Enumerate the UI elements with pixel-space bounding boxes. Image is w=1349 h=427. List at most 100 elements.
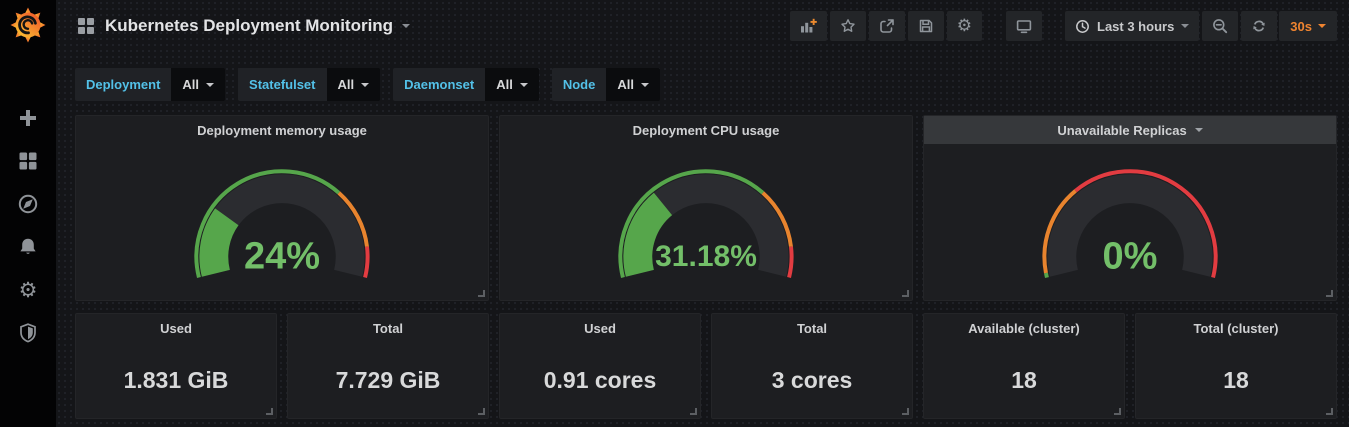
stat-value: 3 cores — [771, 366, 853, 393]
bell-icon — [20, 238, 36, 254]
plus-icon — [20, 110, 36, 126]
resize-handle[interactable] — [478, 408, 485, 415]
panel-header[interactable]: Total (cluster) — [1136, 314, 1336, 342]
variable-daemonset: Daemonset All — [393, 68, 539, 101]
toolbar: ⚙ Last 3 hours — [789, 11, 1337, 41]
dashboard-title-dropdown[interactable]: Kubernetes Deployment Monitoring — [105, 16, 411, 36]
variables-row: Deployment All Statefulset All Daemonset… — [56, 52, 1349, 101]
variable-statefulset: Statefulset All — [238, 68, 381, 101]
refresh-button[interactable] — [1241, 11, 1278, 41]
refresh-icon — [1253, 20, 1265, 32]
settings-button[interactable]: ⚙ — [946, 11, 982, 41]
resize-handle[interactable] — [1326, 290, 1333, 297]
resize-handle[interactable] — [690, 408, 697, 415]
add-panel-icon — [800, 18, 817, 33]
shield-icon — [20, 323, 36, 343]
variable-value-dropdown[interactable]: All — [606, 68, 660, 101]
variable-label: Statefulset — [238, 68, 327, 101]
resize-handle[interactable] — [902, 290, 909, 297]
panel-deployment-memory-usage: Deployment memory usage 24% — [75, 115, 489, 301]
share-icon — [879, 19, 894, 33]
clock-icon — [1076, 19, 1089, 33]
dashboard-grid-icon — [77, 17, 95, 35]
refresh-interval-dropdown[interactable]: 30s — [1279, 11, 1337, 41]
compass-icon — [18, 194, 38, 214]
stat-value: 0.91 cores — [543, 366, 657, 393]
share-button[interactable] — [868, 11, 905, 41]
monitor-icon — [1016, 20, 1032, 34]
refresh-interval-label: 30s — [1290, 18, 1312, 34]
variable-deployment: Deployment All — [75, 68, 226, 101]
panel-stat-replicas-total: Total (cluster) 18 — [1135, 313, 1337, 419]
gauge-chart — [194, 169, 370, 279]
grafana-logo[interactable] — [9, 6, 47, 49]
panel-header[interactable]: Deployment CPU usage — [500, 116, 912, 144]
panel-header-menu[interactable]: Unavailable Replicas — [924, 116, 1336, 144]
sidebar-item-configuration[interactable]: ⚙ — [17, 279, 39, 301]
add-panel-button[interactable] — [789, 11, 827, 41]
zoom-out-button[interactable] — [1202, 11, 1239, 41]
gear-icon: ⚙ — [18, 277, 38, 302]
grid-icon — [19, 152, 37, 170]
sidebar-item-dashboards[interactable] — [17, 150, 39, 172]
main-area: Kubernetes Deployment Monitoring — [56, 0, 1349, 427]
save-button[interactable] — [907, 11, 944, 41]
resize-handle[interactable] — [266, 408, 273, 415]
sidebar-item-create[interactable] — [17, 107, 39, 129]
panel-header[interactable]: Used — [500, 314, 700, 342]
stat-value: 18 — [1223, 366, 1249, 393]
panel-unavailable-replicas: Unavailable Replicas 0% — [923, 115, 1337, 301]
resize-handle[interactable] — [902, 408, 909, 415]
sidebar-item-explore[interactable] — [17, 193, 39, 215]
sidebar-nav: ⚙ — [17, 107, 39, 344]
gauge-container: 0% — [924, 144, 1336, 300]
grafana-flame-icon — [10, 7, 46, 43]
variable-label: Deployment — [75, 68, 172, 101]
time-range-picker[interactable]: Last 3 hours — [1065, 11, 1200, 41]
panel-stat-replicas-available: Available (cluster) 18 — [923, 313, 1125, 419]
zoom-out-icon — [1213, 19, 1228, 34]
panel-header[interactable]: Available (cluster) — [924, 314, 1124, 342]
chevron-down-icon — [1181, 24, 1190, 28]
variable-value-dropdown[interactable]: All — [326, 68, 381, 101]
panel-title: Used — [584, 320, 616, 336]
resize-handle[interactable] — [1114, 408, 1121, 415]
stat-value: 18 — [1011, 366, 1037, 393]
sidebar-item-alerting[interactable] — [17, 236, 39, 258]
variable-value-dropdown[interactable]: All — [171, 68, 226, 101]
variable-node: Node All — [551, 68, 660, 101]
variable-value-dropdown[interactable]: All — [485, 68, 539, 101]
panel-stat-cpu-used: Used 0.91 cores — [499, 313, 701, 419]
panel-stat-memory-total: Total 7.729 GiB — [287, 313, 489, 419]
panel-title: Available (cluster) — [968, 320, 1080, 336]
sidebar-item-server-admin[interactable] — [17, 322, 39, 344]
panel-deployment-cpu-usage: Deployment CPU usage 31.18% — [499, 115, 913, 301]
save-icon — [919, 19, 932, 33]
panel-menu-caret-icon — [1194, 128, 1203, 132]
dashboard-grid: Deployment memory usage 24% Deployment C… — [56, 101, 1349, 419]
gauge-chart — [1042, 169, 1218, 279]
gauge-container: 24% — [76, 144, 488, 300]
gauge-chart — [618, 169, 794, 279]
resize-handle[interactable] — [478, 290, 485, 297]
navbar: Kubernetes Deployment Monitoring — [56, 0, 1349, 52]
chevron-down-icon — [402, 24, 411, 28]
panel-stat-cpu-total: Total 3 cores — [711, 313, 913, 419]
panel-header[interactable]: Deployment memory usage — [76, 116, 488, 144]
resize-handle[interactable] — [1326, 408, 1333, 415]
cycle-view-button[interactable] — [1006, 11, 1042, 41]
refresh-group: 30s — [1241, 11, 1337, 41]
chevron-down-icon — [206, 82, 215, 87]
stat-row: Used 1.831 GiB Total 7.729 GiB Used — [75, 313, 1337, 419]
panel-header[interactable]: Used — [76, 314, 276, 342]
variable-value: All — [617, 77, 634, 92]
gauge-row: Deployment memory usage 24% Deployment C… — [75, 115, 1337, 301]
variable-value: All — [337, 77, 355, 92]
panel-header[interactable]: Total — [288, 314, 488, 342]
star-button[interactable] — [829, 11, 866, 41]
panel-header[interactable]: Total — [712, 314, 912, 342]
panel-title: Total — [372, 320, 404, 336]
variable-label: Node — [551, 68, 607, 101]
panel-title: Deployment memory usage — [197, 122, 367, 138]
